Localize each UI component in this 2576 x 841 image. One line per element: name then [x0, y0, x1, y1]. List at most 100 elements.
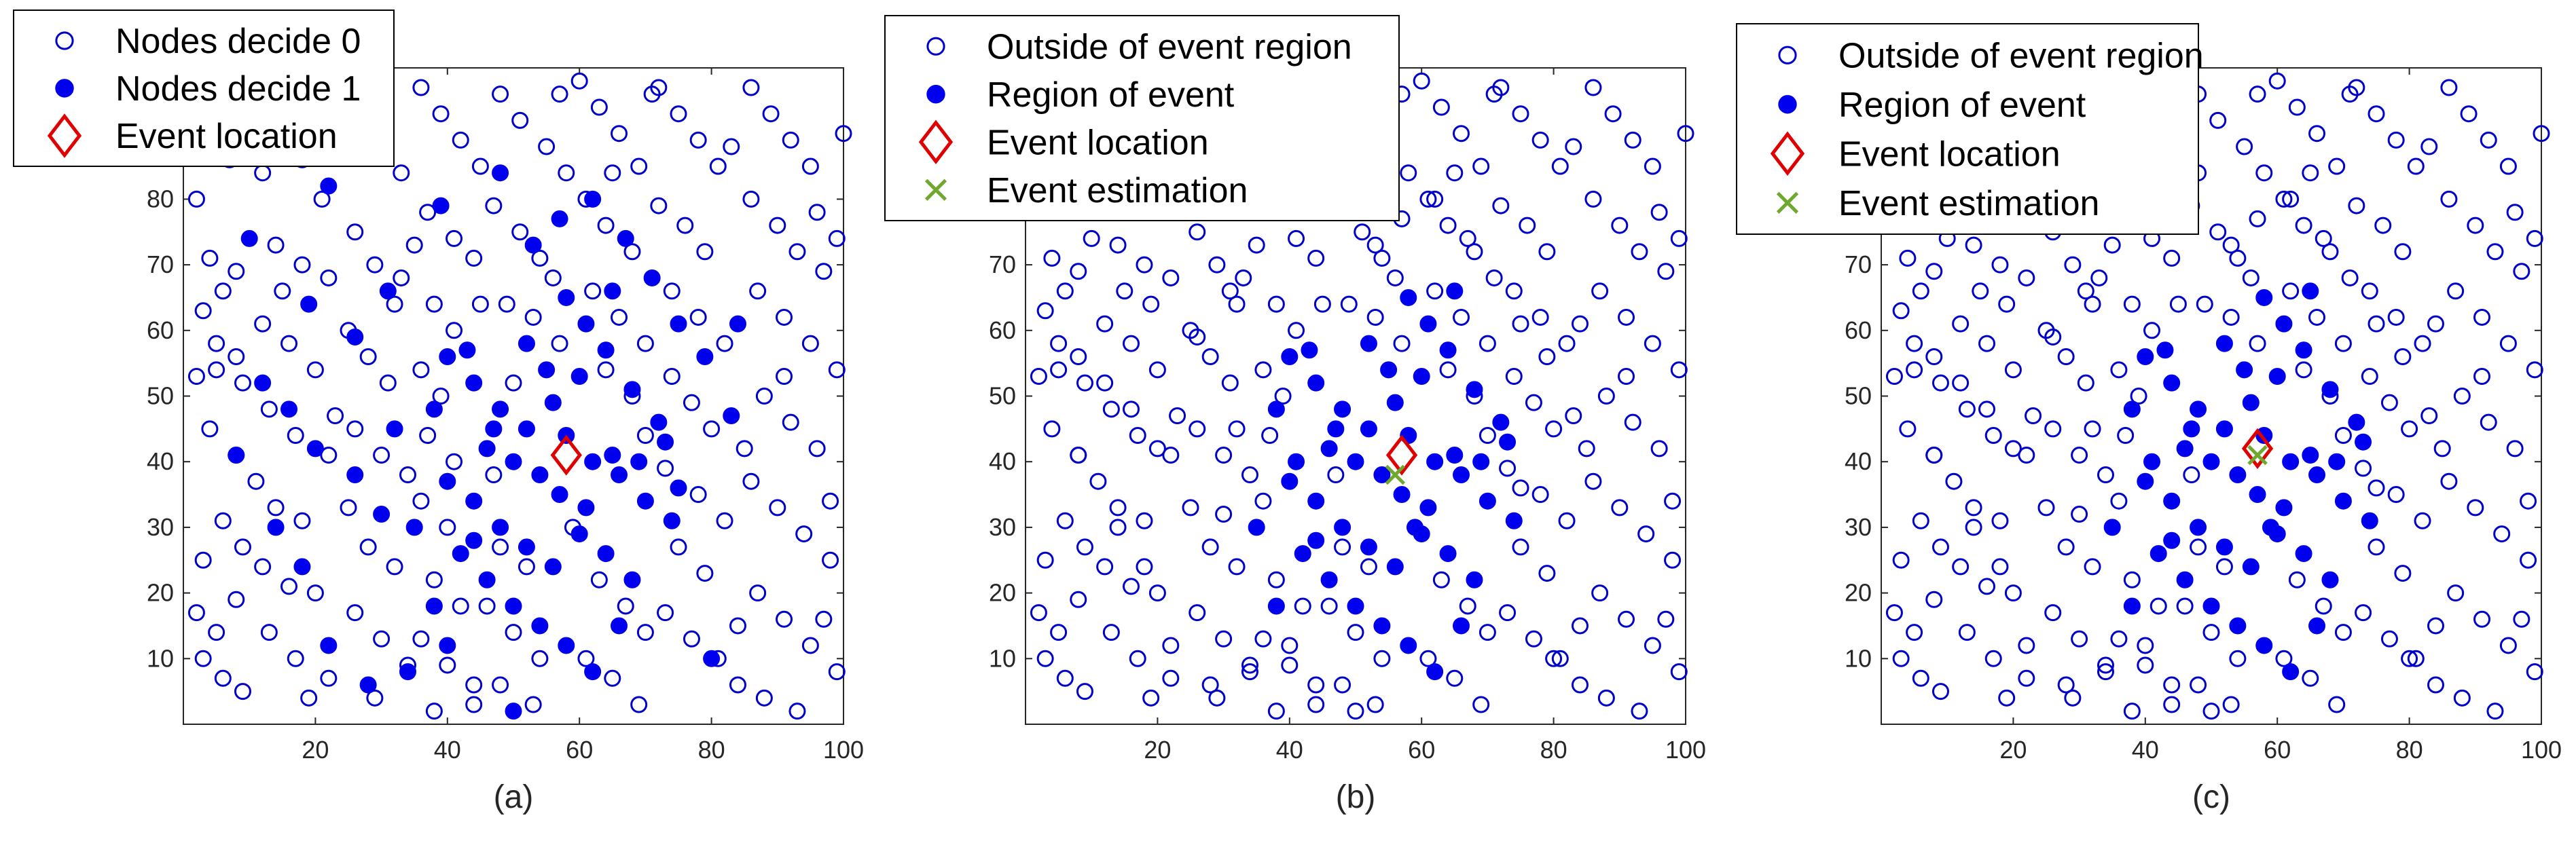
data-point-open-circle: [1334, 538, 1352, 556]
data-point-filled-circle: [2302, 447, 2319, 464]
data-point-open-circle: [234, 538, 251, 556]
data-point-open-circle: [1931, 683, 1949, 700]
data-point-open-circle: [2407, 650, 2425, 667]
data-point-open-circle: [366, 256, 384, 274]
data-point-open-circle: [518, 558, 535, 576]
data-point-open-circle: [2149, 597, 2167, 615]
data-point-open-circle: [1354, 223, 1371, 241]
data-point-open-circle: [2163, 696, 2181, 713]
data-point-open-circle: [1965, 499, 1982, 517]
data-point-open-circle: [2288, 571, 2306, 588]
x-tick-label: 80: [1540, 736, 1567, 764]
data-point-filled-circle: [570, 525, 588, 543]
data-point-open-circle: [1912, 282, 1929, 300]
data-point-open-circle: [214, 282, 232, 300]
data-point-open-circle: [1899, 249, 1917, 267]
data-point-open-circle: [2427, 617, 2444, 635]
data-point-open-circle: [1036, 302, 1054, 320]
data-point-open-circle: [214, 512, 232, 529]
data-point-cross: [2247, 445, 2268, 466]
data-point-filled-circle: [2123, 597, 2141, 615]
data-point-open-circle: [2097, 656, 2114, 674]
data-point-open-circle: [1162, 447, 1180, 464]
data-point-open-circle: [228, 263, 245, 280]
data-point-filled-circle: [280, 400, 298, 418]
data-point-open-circle: [1899, 420, 1917, 438]
data-point-open-circle: [723, 138, 740, 155]
data-point-open-circle: [636, 624, 654, 641]
data-point-filled-circle: [432, 197, 450, 214]
data-point-filled-circle: [577, 315, 595, 333]
data-point-open-circle: [2044, 420, 2062, 438]
data-point-open-circle: [1162, 269, 1180, 286]
data-point-open-circle: [2064, 689, 2082, 707]
data-point-open-circle: [2071, 447, 2088, 464]
data-point-filled-circle: [623, 571, 641, 588]
data-point-open-circle: [187, 367, 205, 385]
data-point-open-circle: [2341, 269, 2359, 286]
data-point-filled-circle: [2229, 617, 2247, 635]
data-point-filled-circle: [2156, 341, 2174, 359]
x-tick-label: 80: [2396, 736, 2423, 764]
data-point-open-circle: [1347, 703, 1364, 720]
data-point-open-circle: [2401, 420, 2418, 438]
data-point-filled-circle: [1439, 545, 1457, 563]
x-tick-label: 100: [1665, 736, 1706, 764]
data-point-open-circle: [2123, 571, 2141, 588]
data-point-open-circle: [1453, 308, 1470, 326]
data-point-open-circle: [320, 669, 338, 687]
data-point-filled-circle: [1446, 282, 1464, 300]
data-point-open-circle: [2071, 630, 2088, 648]
data-point-open-circle: [1479, 624, 1496, 641]
data-point-open-circle: [1958, 624, 1976, 641]
data-point-open-circle: [1215, 506, 1233, 523]
data-point-open-circle: [2440, 472, 2458, 490]
data-point-open-circle: [2004, 440, 2022, 457]
data-point-open-circle: [1558, 335, 1576, 352]
data-point-open-circle: [1241, 663, 1258, 681]
data-point-open-circle: [1446, 669, 1464, 687]
data-point-open-circle: [1925, 263, 1943, 280]
data-point-open-circle: [1631, 703, 1648, 720]
data-point-open-circle: [234, 374, 251, 392]
data-point-filled-circle: [2355, 433, 2372, 451]
data-point-open-circle: [2163, 249, 2181, 267]
data-point-filled-circle: [346, 466, 364, 484]
data-point-filled-circle: [2242, 394, 2260, 411]
data-point-filled-circle: [2295, 545, 2312, 563]
legend: Outside of event region Region of event Ev…: [884, 15, 1400, 221]
data-point-open-circle: [742, 190, 760, 208]
data-point-open-circle: [2255, 164, 2273, 182]
data-point-open-circle: [1644, 157, 1661, 175]
data-point-open-circle: [1070, 348, 1087, 365]
data-point-open-circle: [1267, 295, 1285, 313]
data-point-open-circle: [471, 157, 489, 175]
data-point-open-circle: [234, 683, 251, 700]
data-point-filled-circle: [492, 519, 509, 536]
data-point-open-circle: [1446, 164, 1464, 182]
data-point-filled-circle: [2215, 335, 2233, 352]
data-point-open-circle: [1347, 624, 1364, 641]
data-point-open-circle: [822, 551, 839, 569]
data-point-open-circle: [1571, 315, 1589, 333]
data-point-filled-circle: [1360, 420, 1377, 438]
data-point-open-circle: [742, 79, 760, 96]
data-point-filled-circle: [551, 486, 568, 504]
data-point-filled-circle: [1380, 361, 1398, 379]
data-point-open-circle: [2084, 295, 2101, 313]
data-point-open-circle: [2394, 243, 2412, 261]
data-point-open-circle: [663, 367, 681, 385]
data-point-open-circle: [1565, 138, 1582, 155]
scatter-panel-2: 20 40 60 80 100 10 20 30 40 50 60 70 (b) Outside of e…: [884, 15, 1706, 815]
data-point-filled-circle: [1386, 394, 1404, 411]
y-tick-label: 70: [147, 250, 174, 278]
data-point-open-circle: [1070, 447, 1087, 464]
data-point-open-circle: [2222, 308, 2240, 326]
data-point-filled-circle: [2215, 420, 2233, 438]
data-point-open-circle: [2513, 263, 2530, 280]
data-point-open-circle: [320, 447, 338, 464]
data-point-filled-circle: [1373, 466, 1391, 484]
data-point-open-circle: [1584, 79, 1602, 96]
data-point-open-circle: [1201, 348, 1219, 365]
data-point-open-circle: [1499, 460, 1517, 477]
